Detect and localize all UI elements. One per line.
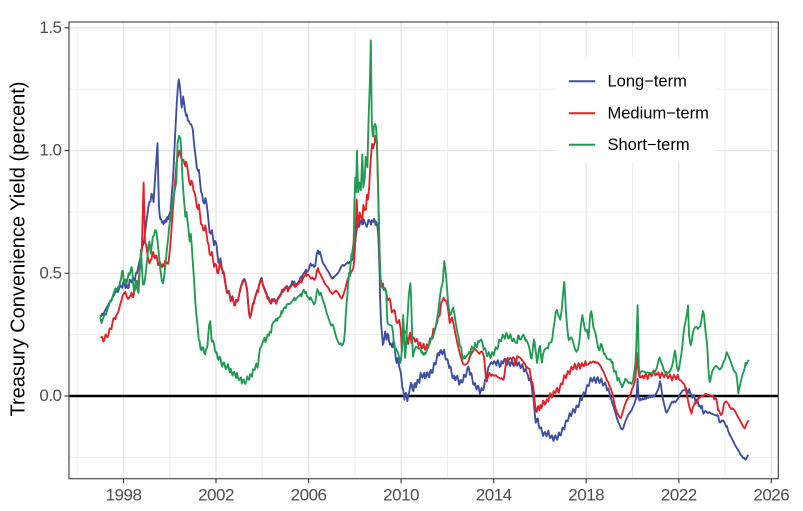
svg-text:Short−term: Short−term [608, 136, 690, 154]
svg-text:Medium−term: Medium−term [608, 105, 709, 123]
svg-text:1.5: 1.5 [39, 18, 61, 37]
svg-text:2006: 2006 [291, 486, 327, 505]
svg-text:0.5: 0.5 [39, 263, 61, 282]
svg-text:2014: 2014 [476, 486, 512, 505]
svg-text:Treasury Convenience Yield (pe: Treasury Convenience Yield (percent) [8, 82, 30, 417]
svg-text:Long−term: Long−term [608, 73, 687, 91]
svg-text:2026: 2026 [753, 486, 789, 505]
svg-text:2010: 2010 [383, 486, 419, 505]
svg-text:0.0: 0.0 [39, 386, 61, 405]
svg-text:2022: 2022 [661, 486, 697, 505]
svg-text:1.0: 1.0 [39, 141, 61, 160]
svg-text:2002: 2002 [198, 486, 234, 505]
svg-text:1998: 1998 [106, 486, 142, 505]
svg-text:2018: 2018 [568, 486, 604, 505]
